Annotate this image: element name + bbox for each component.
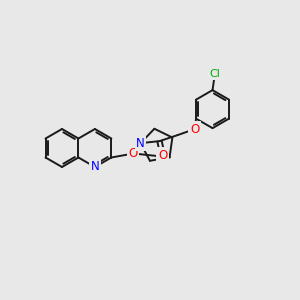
- Text: N: N: [136, 136, 145, 150]
- Text: O: O: [190, 123, 199, 136]
- Text: Cl: Cl: [209, 69, 220, 79]
- Text: O: O: [129, 147, 138, 160]
- Text: N: N: [91, 160, 99, 173]
- Text: O: O: [158, 148, 167, 162]
